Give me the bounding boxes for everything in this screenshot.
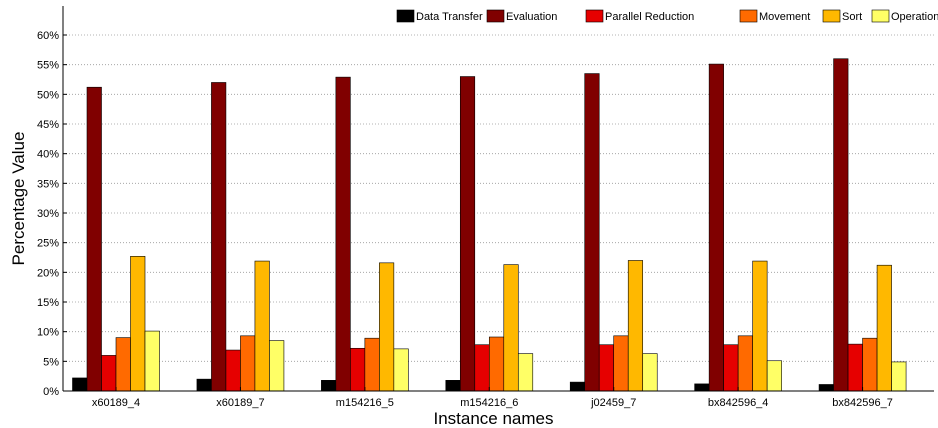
bar-sort bbox=[627, 260, 644, 392]
legend-swatch bbox=[585, 9, 604, 23]
bars bbox=[72, 58, 907, 392]
bar-parallel-reduction bbox=[101, 355, 117, 392]
bar-data-transfer bbox=[321, 380, 337, 392]
bar-data-transfer bbox=[445, 380, 461, 392]
legend-label: Sort bbox=[842, 11, 862, 23]
bar-data-transfer bbox=[694, 383, 710, 392]
bar-sort bbox=[130, 256, 146, 392]
bar-movement bbox=[115, 337, 131, 392]
x-tick-label: m154216_5 bbox=[336, 397, 394, 409]
y-tick-label: 10% bbox=[37, 327, 59, 339]
bar-evaluation bbox=[335, 76, 351, 392]
y-tick-label: 0% bbox=[43, 386, 59, 398]
bar-sort bbox=[876, 264, 892, 392]
y-axis-ticks: 0% 5% 10% 15% 20% 25% 30% 35% 40% 45% 50% 55% 60% bbox=[37, 30, 67, 398]
legend-swatch bbox=[871, 9, 890, 23]
bar-parallel-reduction bbox=[598, 344, 615, 392]
bar-sort bbox=[752, 260, 768, 392]
x-tick-label: bx842596_4 bbox=[708, 397, 769, 409]
bar-operations bbox=[393, 348, 409, 392]
bar-data-transfer bbox=[196, 378, 212, 392]
bar-operations bbox=[269, 340, 285, 392]
bar-sort bbox=[254, 260, 270, 392]
y-tick-label: 40% bbox=[37, 149, 59, 161]
bar-evaluation bbox=[86, 86, 102, 392]
bar-data-transfer bbox=[72, 377, 88, 392]
y-tick-label: 35% bbox=[37, 178, 59, 190]
bar-movement bbox=[862, 337, 878, 392]
legend-swatch bbox=[822, 9, 841, 23]
x-tick-label: x60189_4 bbox=[92, 397, 140, 409]
bar-movement bbox=[737, 335, 753, 392]
x-axis-ticks: x60189_4 x60189_7 m154216_5 m154216_6 j02459… bbox=[92, 387, 893, 409]
legend-swatch bbox=[486, 9, 505, 23]
bar-movement bbox=[613, 335, 629, 392]
bar-operations bbox=[517, 353, 534, 392]
bar-sort bbox=[379, 262, 395, 392]
legend: Data Transfer Evaluation Parallel Reductio… bbox=[396, 9, 938, 23]
x-tick-label: x60189_7 bbox=[216, 397, 264, 409]
bar-parallel-reduction bbox=[225, 349, 241, 392]
y-tick-label: 20% bbox=[37, 267, 59, 279]
bar-evaluation bbox=[584, 73, 600, 392]
legend-swatch bbox=[396, 9, 415, 23]
bar-operations bbox=[144, 330, 160, 392]
bar-evaluation bbox=[708, 63, 724, 392]
y-tick-label: 55% bbox=[37, 60, 59, 72]
bar-evaluation bbox=[833, 58, 849, 392]
bar-evaluation bbox=[459, 76, 476, 392]
y-tick-label: 25% bbox=[37, 238, 59, 250]
bar-data-transfer bbox=[818, 384, 834, 392]
bar-evaluation bbox=[211, 82, 227, 392]
x-tick-label: bx842596_7 bbox=[832, 397, 893, 409]
y-tick-label: 15% bbox=[37, 297, 59, 309]
bar-operations bbox=[891, 361, 907, 392]
bar-parallel-reduction bbox=[350, 347, 366, 392]
y-tick-label: 5% bbox=[43, 356, 59, 368]
bar-movement bbox=[364, 337, 380, 392]
y-tick-label: 60% bbox=[37, 30, 59, 42]
y-tick-label: 30% bbox=[37, 208, 59, 220]
bar-data-transfer bbox=[569, 381, 586, 392]
legend-label: Data Transfer bbox=[416, 11, 483, 23]
bar-operations bbox=[766, 360, 782, 392]
bar-movement bbox=[240, 335, 256, 392]
legend-swatch bbox=[739, 9, 758, 23]
bar-parallel-reduction bbox=[474, 344, 490, 392]
x-tick-label: j02459_7 bbox=[590, 397, 636, 409]
bar-operations bbox=[642, 353, 658, 392]
gridlines bbox=[63, 34, 934, 362]
bar-parallel-reduction bbox=[847, 343, 863, 392]
y-tick-label: 45% bbox=[37, 119, 59, 131]
y-tick-label: 50% bbox=[37, 89, 59, 101]
legend-label: Parallel Reduction bbox=[605, 11, 694, 23]
bar-movement bbox=[488, 336, 505, 392]
legend-label: Movement bbox=[759, 11, 810, 23]
bar-sort bbox=[503, 264, 519, 392]
bar-parallel-reduction bbox=[723, 344, 739, 392]
y-axis-title: Percentage Value bbox=[9, 132, 28, 266]
x-axis-title: Instance names bbox=[433, 409, 553, 428]
legend-label: Operations bbox=[891, 11, 938, 23]
legend-label: Evaluation bbox=[506, 11, 557, 23]
x-tick-label: m154216_6 bbox=[460, 397, 518, 409]
